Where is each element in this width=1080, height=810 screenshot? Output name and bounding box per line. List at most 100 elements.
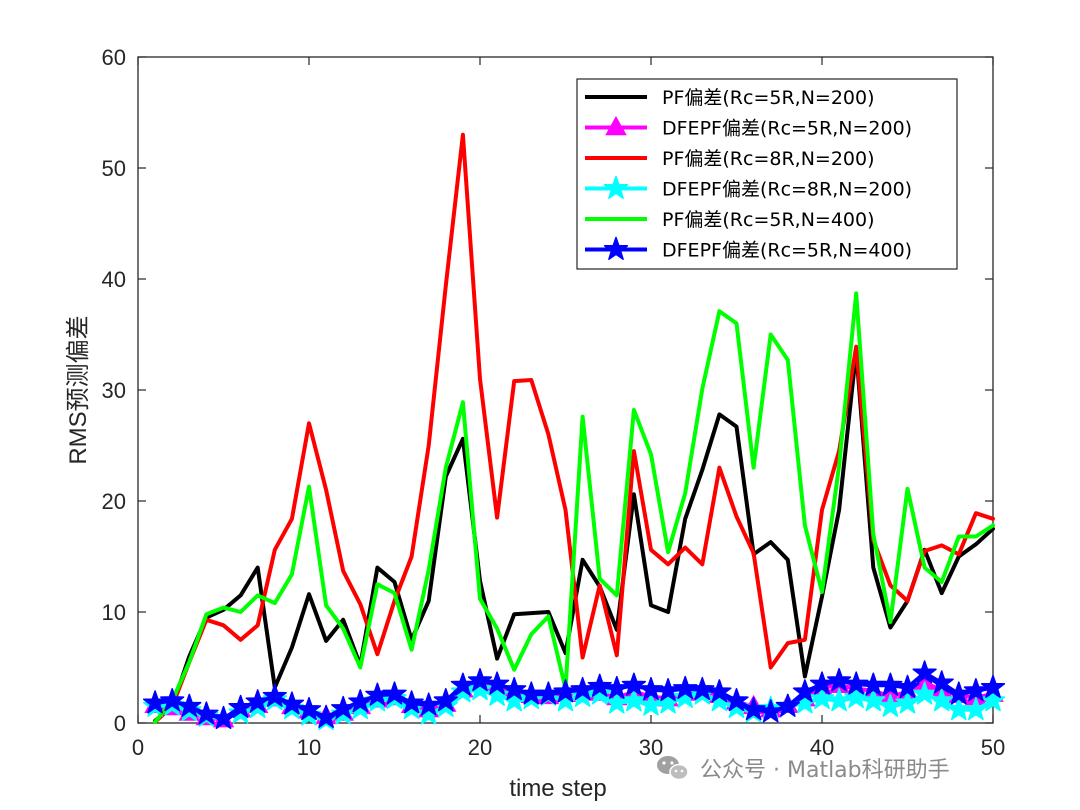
data-point [313, 704, 339, 728]
data-point [655, 690, 681, 714]
data-point [844, 671, 869, 695]
data-point [467, 676, 493, 701]
data-point [861, 688, 886, 712]
data-point [484, 682, 510, 706]
y-tick-label: 50 [102, 156, 126, 181]
x-axis: 0 10 20 30 40 50 [132, 57, 1005, 760]
legend-label: DFEPF偏差(Rc=8R,N=200) [662, 179, 912, 201]
data-point [416, 692, 441, 716]
data-point [553, 688, 578, 712]
legend-label: PF偏差(Rc=5R,N=200) [662, 87, 875, 109]
x-tick-label: 50 [981, 735, 1005, 760]
data-point [707, 679, 732, 703]
data-point [467, 668, 493, 692]
legend-box [576, 78, 958, 270]
series-5 [153, 291, 995, 724]
series-line [153, 291, 995, 724]
data-point [741, 696, 766, 721]
legend: PF偏差(Rc=5R,N=200) DFEPF偏差(Rc=5R,N=200) PF偏… [576, 78, 958, 270]
x-tick-label: 10 [297, 735, 321, 760]
data-point [433, 688, 458, 712]
data-point [604, 675, 629, 700]
x-tick-label: 40 [810, 735, 834, 760]
data-point [160, 688, 185, 712]
legend-label: PF偏差(Rc=8R,N=200) [662, 148, 875, 170]
data-point [929, 688, 954, 712]
series-line [153, 349, 995, 723]
data-point [194, 701, 219, 725]
y-tick-label: 0 [114, 711, 126, 736]
data-point [929, 670, 954, 694]
data-point [587, 673, 612, 697]
legend-marker [603, 236, 629, 260]
data-point [484, 671, 510, 695]
wechat-icon [657, 756, 689, 781]
data-point [758, 699, 783, 723]
x-axis-label: time step [509, 775, 606, 802]
data-point [826, 668, 852, 692]
watermark-text: 公众号 · Matlab科研助手 [700, 758, 950, 783]
data-point [177, 693, 202, 717]
data-point [673, 675, 698, 700]
data-point [399, 690, 424, 714]
data-point [228, 694, 253, 718]
data-point [638, 676, 664, 701]
data-point [331, 695, 356, 720]
data-point [912, 681, 937, 705]
data-point [775, 693, 800, 717]
data-point [878, 672, 903, 696]
legend-marker [603, 175, 629, 199]
data-point [348, 689, 373, 713]
data-point [809, 671, 835, 695]
data-point [382, 681, 407, 705]
data-point [912, 660, 937, 684]
y-axis-label: RMS预测偏差 [65, 315, 92, 464]
legend-item: PF偏差(Rc=8R,N=200) [585, 148, 875, 170]
legend-item: DFEPF偏差(Rc=5R,N=200) [585, 115, 912, 140]
data-point [980, 688, 1006, 712]
legend-label: DFEPF偏差(Rc=5R,N=400) [662, 240, 912, 262]
series-layer [142, 132, 1006, 731]
series-6 [142, 660, 1006, 730]
data-point [673, 684, 698, 708]
legend-item: DFEPF偏差(Rc=8R,N=200) [585, 175, 912, 201]
legend-label: PF偏差(Rc=5R,N=400) [662, 209, 875, 231]
data-point [963, 696, 989, 721]
legend-item: PF偏差(Rc=5R,N=400) [585, 209, 875, 231]
x-tick-label: 30 [639, 735, 663, 760]
data-point [621, 688, 647, 712]
data-point [621, 672, 647, 696]
data-point [895, 690, 920, 714]
data-point [211, 705, 236, 730]
data-point [279, 691, 305, 715]
legend-item: PF偏差(Rc=5R,N=200) [585, 87, 875, 109]
data-point [502, 676, 527, 701]
y-tick-label: 60 [102, 45, 126, 70]
data-point [826, 688, 852, 712]
y-axis: 0 10 20 30 40 50 60 [102, 45, 993, 736]
data-point [724, 688, 749, 712]
y-tick-label: 30 [102, 378, 126, 403]
legend-marker [605, 115, 627, 136]
data-point [895, 674, 920, 698]
y-tick-label: 20 [102, 489, 126, 514]
data-point [450, 672, 476, 696]
data-point [963, 678, 989, 702]
series-1 [153, 349, 995, 723]
y-tick-label: 40 [102, 267, 126, 292]
data-point [262, 683, 287, 707]
data-point [416, 701, 441, 725]
data-point [878, 693, 903, 717]
legend-label: DFEPF偏差(Rc=5R,N=200) [662, 118, 912, 140]
data-point [296, 696, 322, 721]
x-tick-label: 20 [468, 735, 492, 760]
y-tick-label: 10 [102, 600, 126, 625]
data-point [245, 689, 270, 713]
data-point [792, 679, 818, 703]
data-point [980, 674, 1006, 698]
data-point [809, 685, 835, 710]
data-point [587, 681, 612, 705]
data-point [690, 676, 715, 701]
data-point [844, 684, 869, 708]
